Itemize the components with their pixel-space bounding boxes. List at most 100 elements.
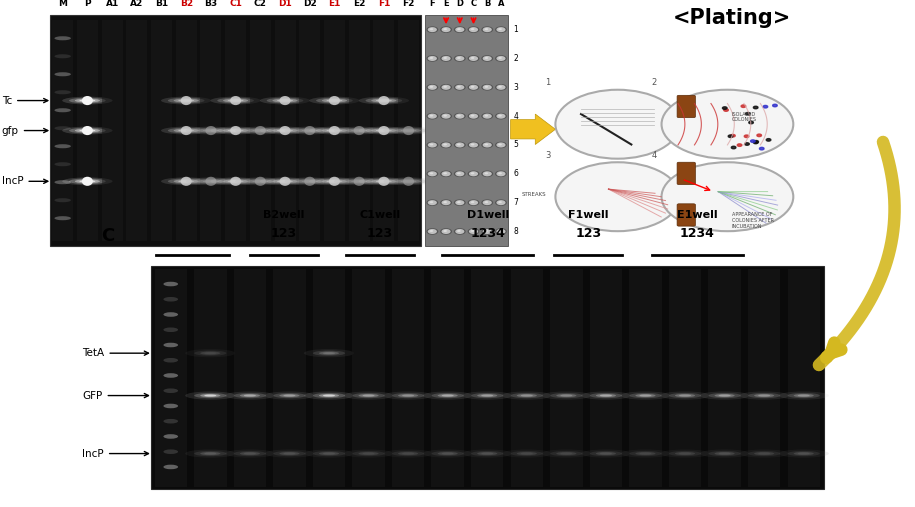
Ellipse shape bbox=[180, 96, 192, 105]
Ellipse shape bbox=[371, 98, 396, 102]
Circle shape bbox=[454, 228, 466, 235]
Circle shape bbox=[444, 172, 447, 174]
Ellipse shape bbox=[167, 178, 205, 184]
Ellipse shape bbox=[352, 451, 384, 456]
FancyBboxPatch shape bbox=[432, 269, 464, 487]
Ellipse shape bbox=[343, 449, 393, 458]
Ellipse shape bbox=[550, 451, 583, 456]
Circle shape bbox=[757, 134, 761, 136]
Ellipse shape bbox=[203, 180, 219, 183]
Circle shape bbox=[468, 141, 479, 148]
Circle shape bbox=[746, 113, 750, 115]
Ellipse shape bbox=[55, 36, 71, 40]
Ellipse shape bbox=[164, 464, 178, 469]
Text: GFP: GFP bbox=[82, 390, 148, 401]
Ellipse shape bbox=[383, 391, 434, 400]
Ellipse shape bbox=[178, 99, 194, 102]
Ellipse shape bbox=[437, 394, 458, 397]
Ellipse shape bbox=[204, 352, 216, 354]
Ellipse shape bbox=[541, 391, 591, 400]
Ellipse shape bbox=[779, 449, 829, 458]
FancyBboxPatch shape bbox=[425, 15, 508, 246]
Ellipse shape bbox=[279, 394, 299, 397]
Circle shape bbox=[496, 56, 505, 61]
Ellipse shape bbox=[248, 179, 273, 183]
Circle shape bbox=[485, 86, 489, 88]
Circle shape bbox=[750, 140, 755, 142]
Circle shape bbox=[469, 56, 479, 61]
Ellipse shape bbox=[718, 453, 731, 455]
Ellipse shape bbox=[204, 453, 216, 455]
Circle shape bbox=[471, 57, 475, 59]
Circle shape bbox=[471, 201, 475, 203]
Circle shape bbox=[772, 104, 777, 107]
Circle shape bbox=[495, 170, 507, 177]
Ellipse shape bbox=[396, 179, 421, 183]
Ellipse shape bbox=[478, 394, 498, 397]
Ellipse shape bbox=[699, 449, 749, 458]
Ellipse shape bbox=[309, 97, 360, 104]
Ellipse shape bbox=[223, 179, 248, 183]
Ellipse shape bbox=[471, 393, 503, 398]
Circle shape bbox=[428, 56, 437, 61]
Ellipse shape bbox=[225, 391, 275, 400]
Circle shape bbox=[458, 201, 461, 203]
Circle shape bbox=[444, 201, 447, 203]
Circle shape bbox=[442, 229, 451, 234]
FancyBboxPatch shape bbox=[274, 20, 296, 241]
Ellipse shape bbox=[82, 96, 93, 105]
Ellipse shape bbox=[359, 452, 379, 455]
Ellipse shape bbox=[317, 128, 353, 133]
Text: 1: 1 bbox=[513, 25, 518, 34]
FancyBboxPatch shape bbox=[349, 20, 370, 241]
Ellipse shape bbox=[640, 394, 651, 396]
FancyBboxPatch shape bbox=[392, 269, 425, 487]
Ellipse shape bbox=[302, 180, 318, 183]
Ellipse shape bbox=[313, 393, 345, 398]
Ellipse shape bbox=[75, 179, 100, 183]
Circle shape bbox=[495, 55, 507, 62]
Ellipse shape bbox=[560, 394, 573, 396]
Circle shape bbox=[498, 230, 501, 232]
Ellipse shape bbox=[669, 451, 701, 456]
Ellipse shape bbox=[793, 452, 813, 455]
Ellipse shape bbox=[662, 90, 793, 159]
Text: E: E bbox=[443, 0, 449, 8]
Circle shape bbox=[763, 105, 768, 108]
Text: 2: 2 bbox=[651, 78, 657, 87]
Text: 4: 4 bbox=[651, 151, 657, 160]
Circle shape bbox=[496, 229, 505, 234]
Ellipse shape bbox=[55, 162, 71, 166]
Ellipse shape bbox=[793, 394, 813, 397]
Ellipse shape bbox=[228, 180, 243, 183]
Ellipse shape bbox=[679, 394, 691, 396]
FancyBboxPatch shape bbox=[324, 20, 345, 241]
Text: A1: A1 bbox=[105, 0, 119, 8]
Ellipse shape bbox=[164, 328, 178, 332]
FancyBboxPatch shape bbox=[373, 20, 394, 241]
Ellipse shape bbox=[70, 178, 106, 184]
Circle shape bbox=[456, 200, 465, 205]
Ellipse shape bbox=[560, 453, 573, 455]
Ellipse shape bbox=[210, 177, 261, 185]
Ellipse shape bbox=[185, 349, 235, 357]
Text: <Plating>: <Plating> bbox=[673, 8, 791, 27]
Text: Tc: Tc bbox=[2, 95, 48, 105]
Text: 3: 3 bbox=[513, 83, 518, 92]
Circle shape bbox=[426, 55, 438, 62]
Ellipse shape bbox=[501, 449, 552, 458]
Circle shape bbox=[458, 143, 461, 146]
Circle shape bbox=[468, 84, 479, 91]
Circle shape bbox=[442, 171, 451, 176]
Ellipse shape bbox=[442, 394, 454, 396]
Ellipse shape bbox=[243, 453, 256, 455]
Ellipse shape bbox=[359, 97, 409, 104]
Circle shape bbox=[495, 113, 507, 120]
Ellipse shape bbox=[273, 129, 297, 132]
Ellipse shape bbox=[240, 452, 260, 455]
Ellipse shape bbox=[798, 453, 810, 455]
Circle shape bbox=[485, 230, 489, 232]
Ellipse shape bbox=[366, 128, 403, 133]
Ellipse shape bbox=[462, 391, 512, 400]
Ellipse shape bbox=[82, 126, 93, 135]
